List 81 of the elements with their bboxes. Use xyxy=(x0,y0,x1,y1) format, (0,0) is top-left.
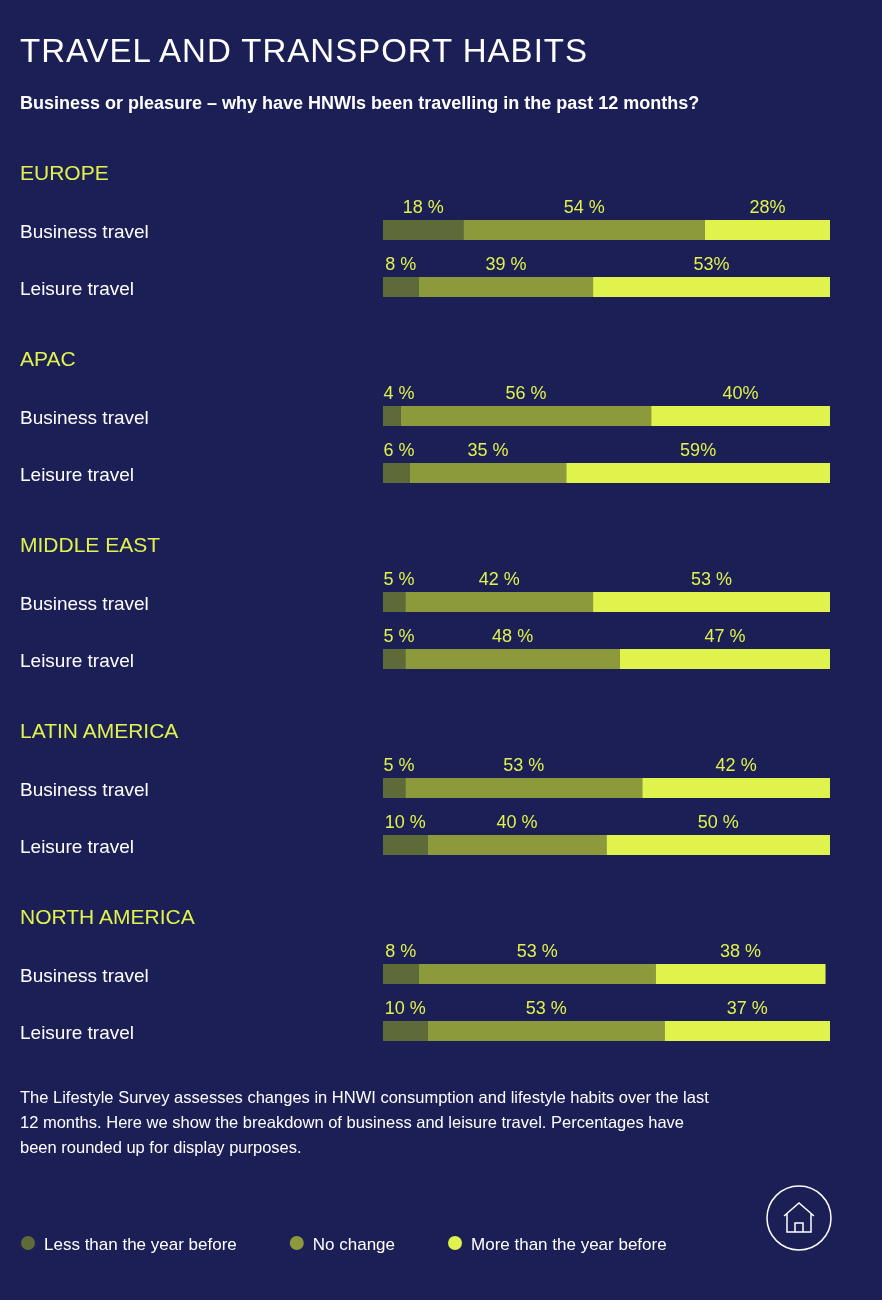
bar xyxy=(405,778,643,798)
data-label: 5 % xyxy=(383,569,415,589)
bar xyxy=(664,1021,830,1041)
data-label: 54 % xyxy=(563,197,605,217)
data-label: 37 % xyxy=(726,998,768,1018)
data-label: 56 % xyxy=(505,383,547,403)
y-axis-title: LATIN AMERICA xyxy=(20,719,179,742)
bar xyxy=(383,964,419,984)
bar xyxy=(405,592,594,612)
bar xyxy=(418,964,656,984)
bar xyxy=(619,649,830,669)
data-label: 5 % xyxy=(383,626,415,646)
bar xyxy=(383,649,406,669)
data-label: 5 % xyxy=(383,755,415,775)
y-tick-label: Leisure travel xyxy=(20,278,135,299)
bar xyxy=(655,964,826,984)
bar xyxy=(593,277,830,297)
bar xyxy=(383,463,410,483)
bar xyxy=(651,406,830,426)
chart-title: TRAVEL AND TRANSPORT HABITS xyxy=(20,32,588,69)
bar xyxy=(418,277,594,297)
y-tick-label: Leisure travel xyxy=(20,464,135,485)
y-axis-title: EUROPE xyxy=(20,161,109,184)
data-label: 53 % xyxy=(503,755,545,775)
y-axis-title: APAC xyxy=(20,347,76,370)
y-tick-label: Business travel xyxy=(20,221,149,242)
bar xyxy=(593,592,830,612)
data-label: 35 % xyxy=(467,440,509,460)
data-label: 39 % xyxy=(485,254,527,274)
bar xyxy=(409,463,567,483)
y-tick-label: Business travel xyxy=(20,779,149,800)
bar xyxy=(400,406,652,426)
data-label: 18 % xyxy=(402,197,444,217)
y-tick-label: Business travel xyxy=(20,965,149,986)
data-label: 53% xyxy=(693,254,730,274)
bar xyxy=(427,1021,665,1041)
data-label: 47 % xyxy=(704,626,746,646)
bar xyxy=(383,406,401,426)
data-label: 53 % xyxy=(525,998,567,1018)
bar xyxy=(383,778,406,798)
data-label: 8 % xyxy=(385,941,417,961)
legend-label: Less than the year before xyxy=(44,1235,237,1254)
data-label: 6 % xyxy=(383,440,415,460)
bar xyxy=(606,835,830,855)
bar xyxy=(383,1021,428,1041)
data-label: 42 % xyxy=(478,569,520,589)
data-label: 10 % xyxy=(384,998,426,1018)
data-label: 38 % xyxy=(720,941,762,961)
data-label: 53 % xyxy=(516,941,558,961)
chart-subtitle: Business or pleasure – why have HNWIs been travelling in the past 12 months? xyxy=(20,93,700,113)
bar xyxy=(642,778,830,798)
y-tick-label: Leisure travel xyxy=(20,1022,135,1043)
data-label: 4 % xyxy=(383,383,415,403)
bar xyxy=(383,277,419,297)
data-label: 42 % xyxy=(715,755,757,775)
bar xyxy=(383,835,428,855)
bar xyxy=(427,835,607,855)
legend-label: No change xyxy=(312,1235,396,1254)
data-label: 48 % xyxy=(492,626,534,646)
bar xyxy=(463,220,705,240)
data-label: 8 % xyxy=(385,254,417,274)
bar xyxy=(383,220,464,240)
data-label: 40 % xyxy=(496,812,538,832)
y-axis-title: NORTH AMERICA xyxy=(20,905,195,928)
text: The Lifestyle Survey assesses changes in HNWI consumption and lifestyle habits over the last 12 months. Here we show the breakdown of business and leisure travel. Percentages have been rounded up for display purposes. xyxy=(20,1088,710,1156)
data-label: 40% xyxy=(722,383,759,403)
bar xyxy=(383,592,406,612)
data-label: 50 % xyxy=(697,812,739,832)
y-tick-label: Business travel xyxy=(20,407,149,428)
y-tick-label: Leisure travel xyxy=(20,650,135,671)
y-tick-label: Leisure travel xyxy=(20,836,135,857)
legend-label: More than the year before xyxy=(471,1235,667,1254)
y-axis-title: MIDDLE EAST xyxy=(20,533,161,556)
data-label: 59% xyxy=(680,440,717,460)
bar xyxy=(405,649,620,669)
bar xyxy=(566,463,830,483)
bar xyxy=(704,220,830,240)
data-label: 28% xyxy=(749,197,786,217)
data-label: 53 % xyxy=(691,569,733,589)
y-tick-label: Business travel xyxy=(20,593,149,614)
data-label: 10 % xyxy=(384,812,426,832)
